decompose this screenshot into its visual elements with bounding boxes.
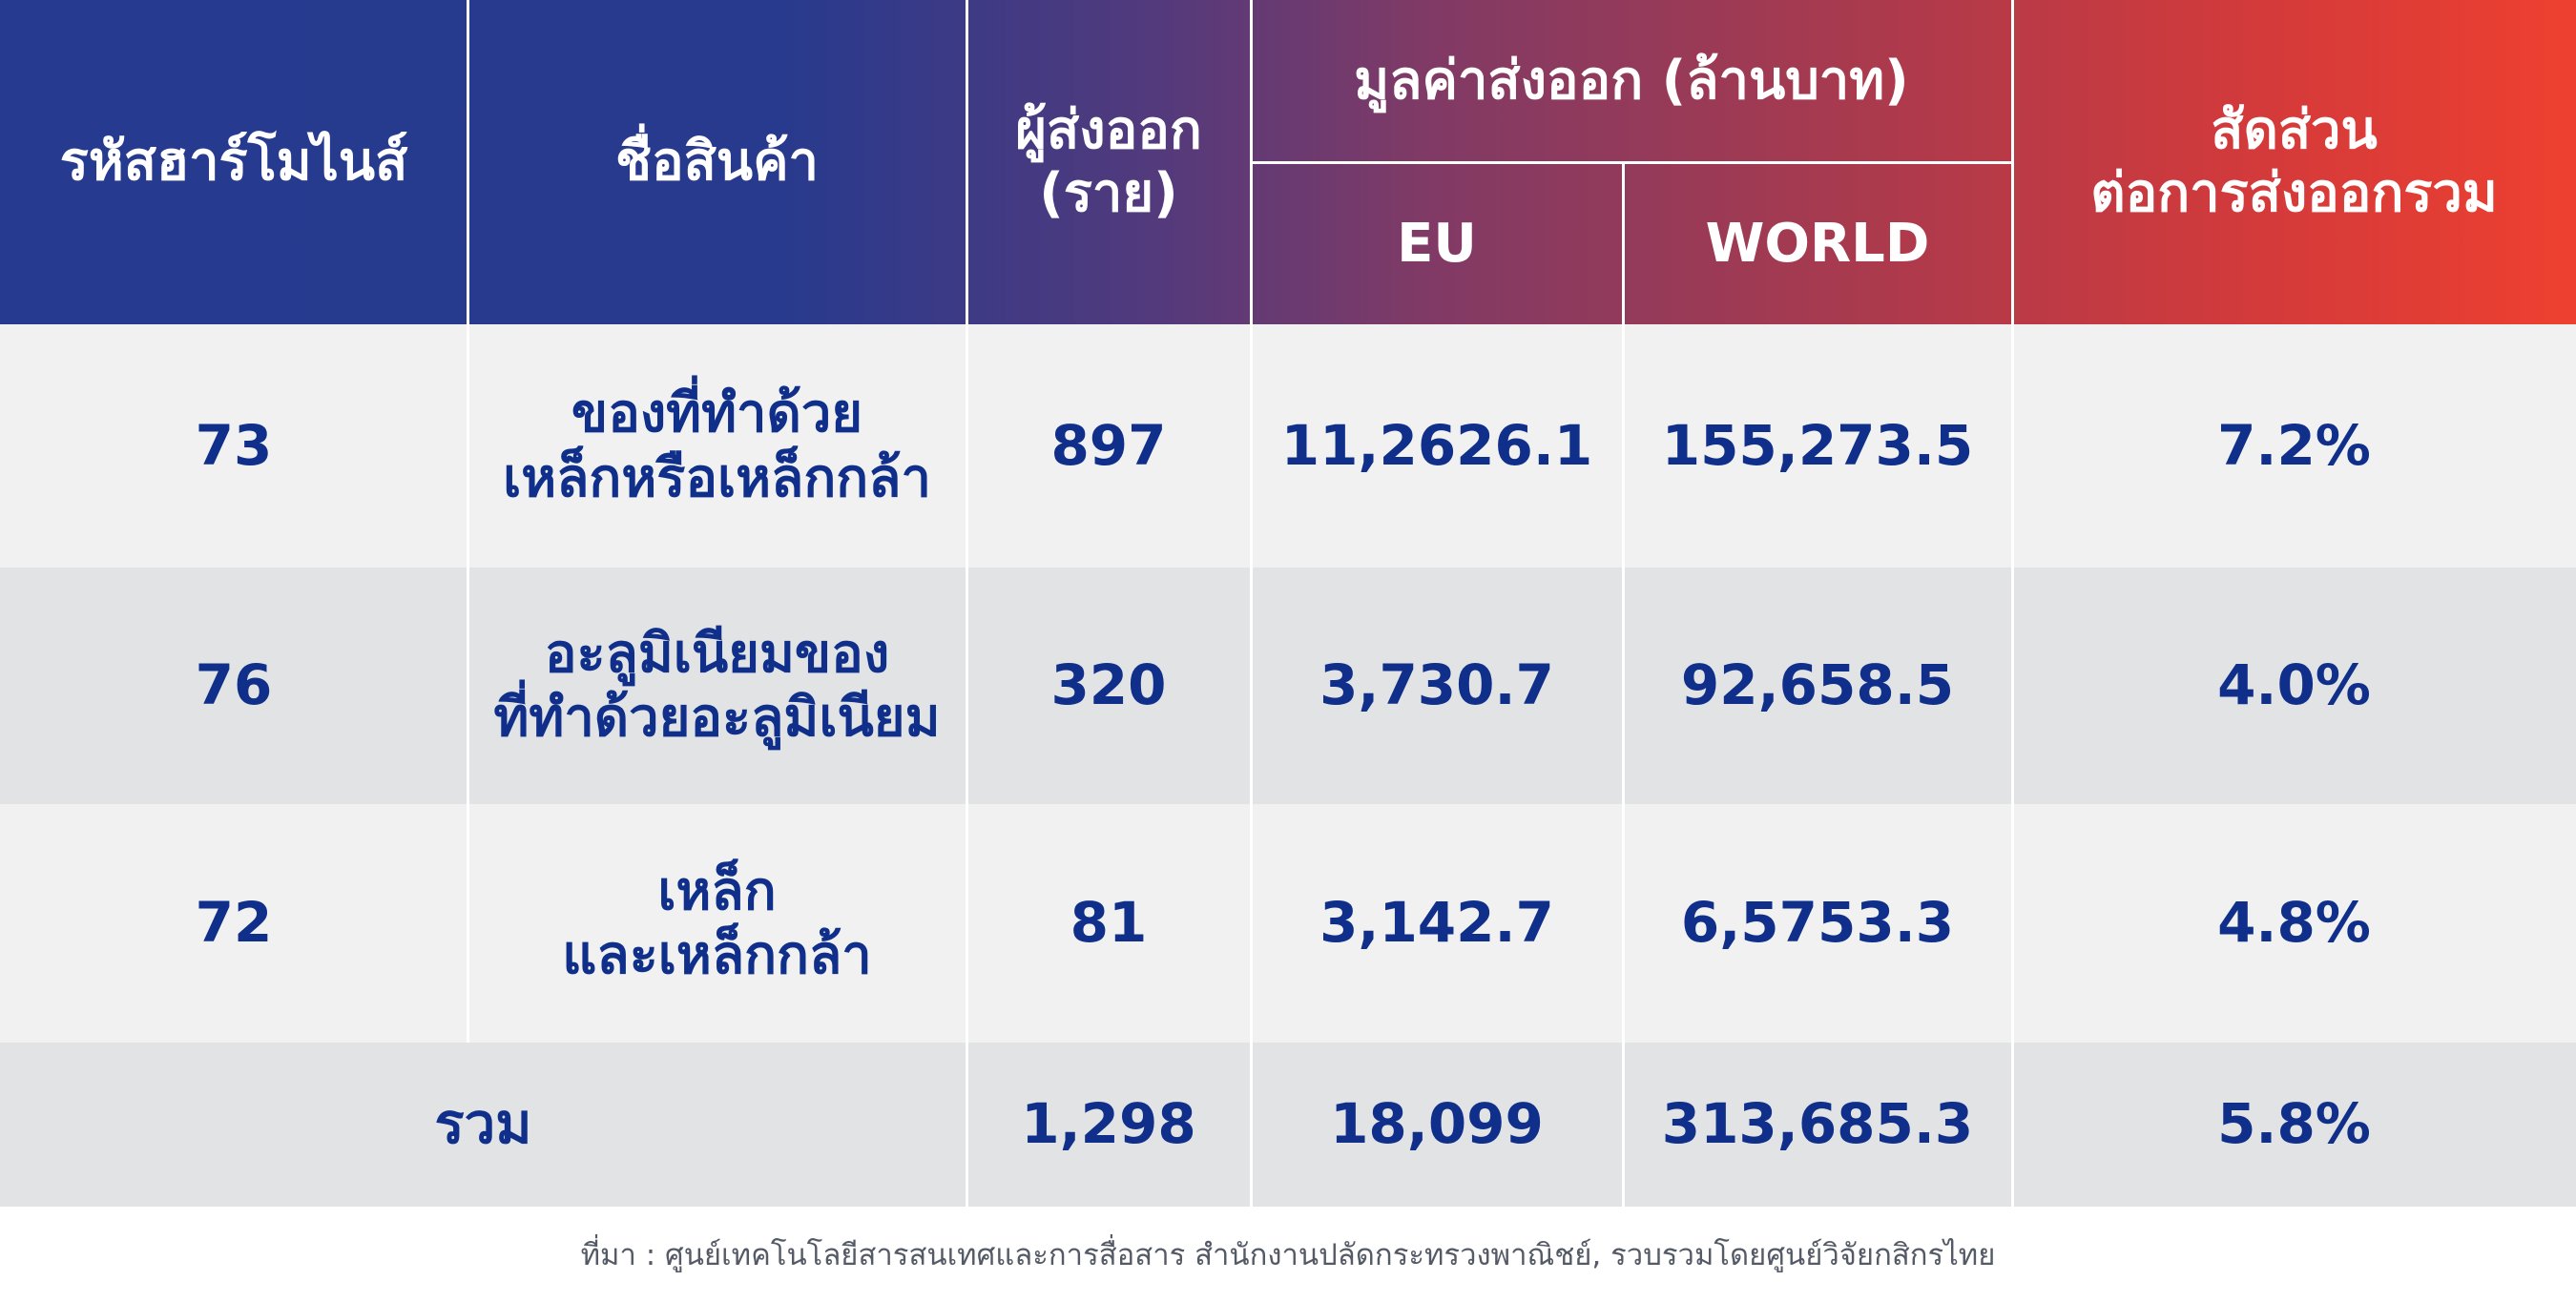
header-share-line2: ต่อการส่งออกรวม bbox=[2090, 162, 2498, 224]
row-exporters: 897 bbox=[1050, 412, 1167, 478]
row-exporters: 81 bbox=[1070, 890, 1148, 956]
column-divider bbox=[2011, 0, 2014, 1207]
row-eu-value: 3,142.7 bbox=[1319, 890, 1554, 956]
header-value-title: มูลค่าส่งออก (ล้านบาท) bbox=[1354, 49, 1909, 112]
table-header: รหัสฮาร์โมไนส์ ชื่อสินค้า ผู้ส่งออก (ราย… bbox=[0, 0, 2576, 324]
table-row: 73 ของที่ทำด้วย เหล็กหรือเหล็กกล้า 897 1… bbox=[0, 324, 2576, 568]
header-exporters-line1: ผู้ส่งออก bbox=[1015, 98, 1202, 161]
product-name-line2: เหล็กหรือเหล็กกล้า bbox=[503, 446, 931, 509]
column-divider bbox=[966, 0, 968, 1207]
export-table: รหัสฮาร์โมไนส์ ชื่อสินค้า ผู้ส่งออก (ราย… bbox=[0, 0, 2576, 1207]
total-label: รวม bbox=[434, 1091, 532, 1157]
table-row: 76 อะลูมิเนียมของ ที่ทำด้วยอะลูมิเนียม 3… bbox=[0, 568, 2576, 804]
header-product: ชื่อสินค้า bbox=[614, 130, 819, 193]
row-eu-value: 11,2626.1 bbox=[1280, 412, 1593, 478]
header-exporters: ผู้ส่งออก (ราย) bbox=[966, 0, 1251, 324]
row-eu-value: 3,730.7 bbox=[1319, 652, 1554, 718]
total-share: 5.8% bbox=[2217, 1091, 2371, 1157]
column-divider bbox=[1250, 0, 1253, 1207]
total-row: รวม 1,298 18,099 313,685.3 5.8% bbox=[0, 1043, 2576, 1207]
product-name-line1: ของที่ทำด้วย bbox=[571, 382, 863, 445]
total-exporters: 1,298 bbox=[1021, 1091, 1196, 1157]
total-eu-value: 18,099 bbox=[1330, 1091, 1544, 1157]
header-world: WORLD bbox=[1705, 212, 1930, 275]
column-divider bbox=[1622, 162, 1625, 1207]
column-divider bbox=[467, 0, 469, 1043]
total-world-value: 313,685.3 bbox=[1661, 1091, 1974, 1157]
header-eu: EU bbox=[1397, 212, 1477, 275]
row-code: 72 bbox=[195, 890, 273, 956]
row-world-value: 92,658.5 bbox=[1680, 652, 1955, 718]
product-name-line2: และเหล็กกล้า bbox=[562, 924, 872, 986]
product-name-line1: เหล็ก bbox=[657, 859, 777, 922]
row-product-name: เหล็ก และเหล็กกล้า bbox=[467, 804, 966, 1043]
row-code: 76 bbox=[195, 652, 273, 718]
row-code: 73 bbox=[195, 412, 273, 478]
product-name-line1: อะลูมิเนียมของ bbox=[544, 622, 890, 685]
row-product-name: อะลูมิเนียมของ ที่ทำด้วยอะลูมิเนียม bbox=[467, 568, 966, 804]
row-share: 4.0% bbox=[2217, 652, 2371, 718]
row-exporters: 320 bbox=[1050, 652, 1167, 718]
header-share-line1: สัดส่วน bbox=[2211, 98, 2378, 161]
product-name-line2: ที่ทำด้วยอะลูมิเนียม bbox=[493, 687, 941, 749]
header-hs-code: รหัสฮาร์โมไนส์ bbox=[59, 130, 408, 193]
row-product-name: ของที่ทำด้วย เหล็กหรือเหล็กกล้า bbox=[467, 324, 966, 568]
row-world-value: 6,5753.3 bbox=[1680, 890, 1955, 956]
row-world-value: 155,273.5 bbox=[1661, 412, 1974, 478]
source-note: ที่มา : ศูนย์เทคโนโลยีสารสนเทศและการสื่อ… bbox=[580, 1238, 1996, 1272]
row-share: 4.8% bbox=[2217, 890, 2371, 956]
row-share: 7.2% bbox=[2217, 412, 2371, 478]
header-exporters-line2: (ราย) bbox=[1039, 162, 1178, 224]
table-row: 72 เหล็ก และเหล็กกล้า 81 3,142.7 6,5753.… bbox=[0, 804, 2576, 1043]
header-share: สัดส่วน ต่อการส่งออกรวม bbox=[2012, 0, 2576, 324]
header-subdivider bbox=[1251, 161, 2012, 164]
